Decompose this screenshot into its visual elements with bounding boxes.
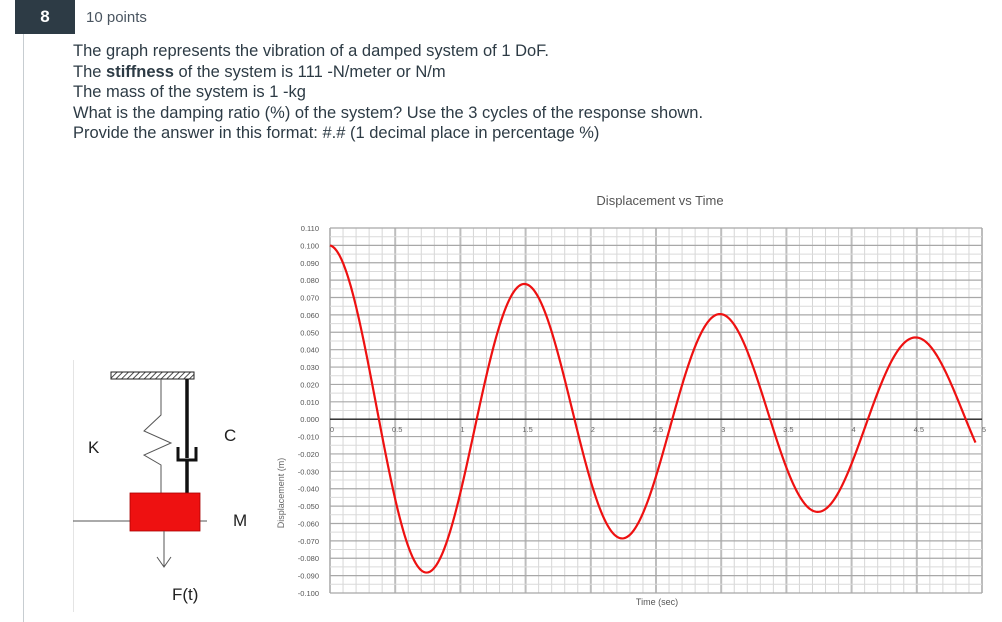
svg-text:0.020: 0.020 <box>300 380 319 389</box>
mass-spring-damper-diagram: K C M F(t) <box>73 371 247 604</box>
svg-text:-0.070: -0.070 <box>298 537 319 546</box>
svg-text:0.090: 0.090 <box>300 259 319 268</box>
svg-text:0.010: 0.010 <box>300 398 319 407</box>
svg-text:0: 0 <box>330 425 334 434</box>
svg-text:0.000: 0.000 <box>300 415 319 424</box>
question-points: 10 points <box>86 9 147 26</box>
spring-icon <box>142 379 173 493</box>
chart-grid <box>329 227 983 594</box>
svg-text:-0.050: -0.050 <box>298 502 319 511</box>
svg-text:-0.060: -0.060 <box>298 519 319 528</box>
damper-icon <box>176 379 198 493</box>
displacement-time-chart: Displacement vs Time 0.110 0.100 0.090 0.08… <box>276 193 986 607</box>
ground-support-icon <box>110 371 195 380</box>
question-text: The graph represents the vibration of a … <box>73 41 703 144</box>
svg-text:5: 5 <box>982 425 986 434</box>
svg-text:3.5: 3.5 <box>783 425 793 434</box>
force-arrow-icon <box>156 531 172 568</box>
svg-text:-0.040: -0.040 <box>298 485 319 494</box>
svg-text:-0.090: -0.090 <box>298 572 319 581</box>
svg-text:4: 4 <box>852 425 856 434</box>
svg-text:2.5: 2.5 <box>653 425 663 434</box>
svg-text:0.080: 0.080 <box>300 276 319 285</box>
svg-text:0.050: 0.050 <box>300 328 319 337</box>
question-line-1: The graph represents the vibration of a … <box>73 42 550 60</box>
svg-text:0.110: 0.110 <box>301 224 319 233</box>
spring-label: K <box>88 438 100 457</box>
mass-label: M <box>233 511 247 530</box>
stiffness-keyword: stiffness <box>106 62 174 81</box>
svg-text:-0.100: -0.100 <box>298 589 319 598</box>
svg-text:4.5: 4.5 <box>914 425 924 434</box>
svg-text:-0.020: -0.020 <box>298 450 319 459</box>
svg-text:-0.010: -0.010 <box>298 433 319 442</box>
question-left-border <box>23 34 24 622</box>
svg-text:0.030: 0.030 <box>300 363 319 372</box>
question-line-2-a: The <box>73 62 107 81</box>
svg-text:2: 2 <box>591 425 595 434</box>
question-line-3: The mass of the system is 1 -kg <box>73 83 306 101</box>
svg-text:3: 3 <box>721 425 725 434</box>
y-axis-ticks: 0.110 0.100 0.090 0.080 0.070 0.060 0.050 0.040… <box>298 224 319 598</box>
svg-text:0.100: 0.100 <box>300 241 319 250</box>
svg-text:-0.030: -0.030 <box>298 467 319 476</box>
svg-text:1.5: 1.5 <box>522 425 532 434</box>
svg-text:0.5: 0.5 <box>392 425 402 434</box>
figure-left-border <box>73 360 74 612</box>
question-line-2: The stiffness of the system is 111 -N/me… <box>73 62 703 83</box>
question-number-badge: 8 <box>15 0 75 34</box>
y-axis-label: Displacement (m) <box>276 458 286 529</box>
svg-text:-0.080: -0.080 <box>298 554 319 563</box>
question-line-2-b: of the system is 111 -N/meter or N/m <box>173 62 446 81</box>
svg-text:0.070: 0.070 <box>300 294 319 303</box>
x-axis-ticks: 0 0.5 1 1.5 2 2.5 3 3.5 4 4.5 5 <box>330 425 986 434</box>
damper-label: C <box>224 426 236 445</box>
chart-title: Displacement vs Time <box>596 193 723 208</box>
svg-text:0.060: 0.060 <box>300 311 319 320</box>
force-label: F(t) <box>172 585 198 604</box>
svg-text:0.040: 0.040 <box>300 346 319 355</box>
x-axis-label: Time (sec) <box>636 597 678 607</box>
mass-block <box>129 492 201 532</box>
question-number: 8 <box>40 7 50 26</box>
question-line-5: Provide the answer in this format: #.# (… <box>73 124 600 142</box>
question-line-4: What is the damping ratio (%) of the sys… <box>73 103 704 122</box>
displacement-curve <box>329 244 977 574</box>
svg-text:1: 1 <box>460 425 464 434</box>
